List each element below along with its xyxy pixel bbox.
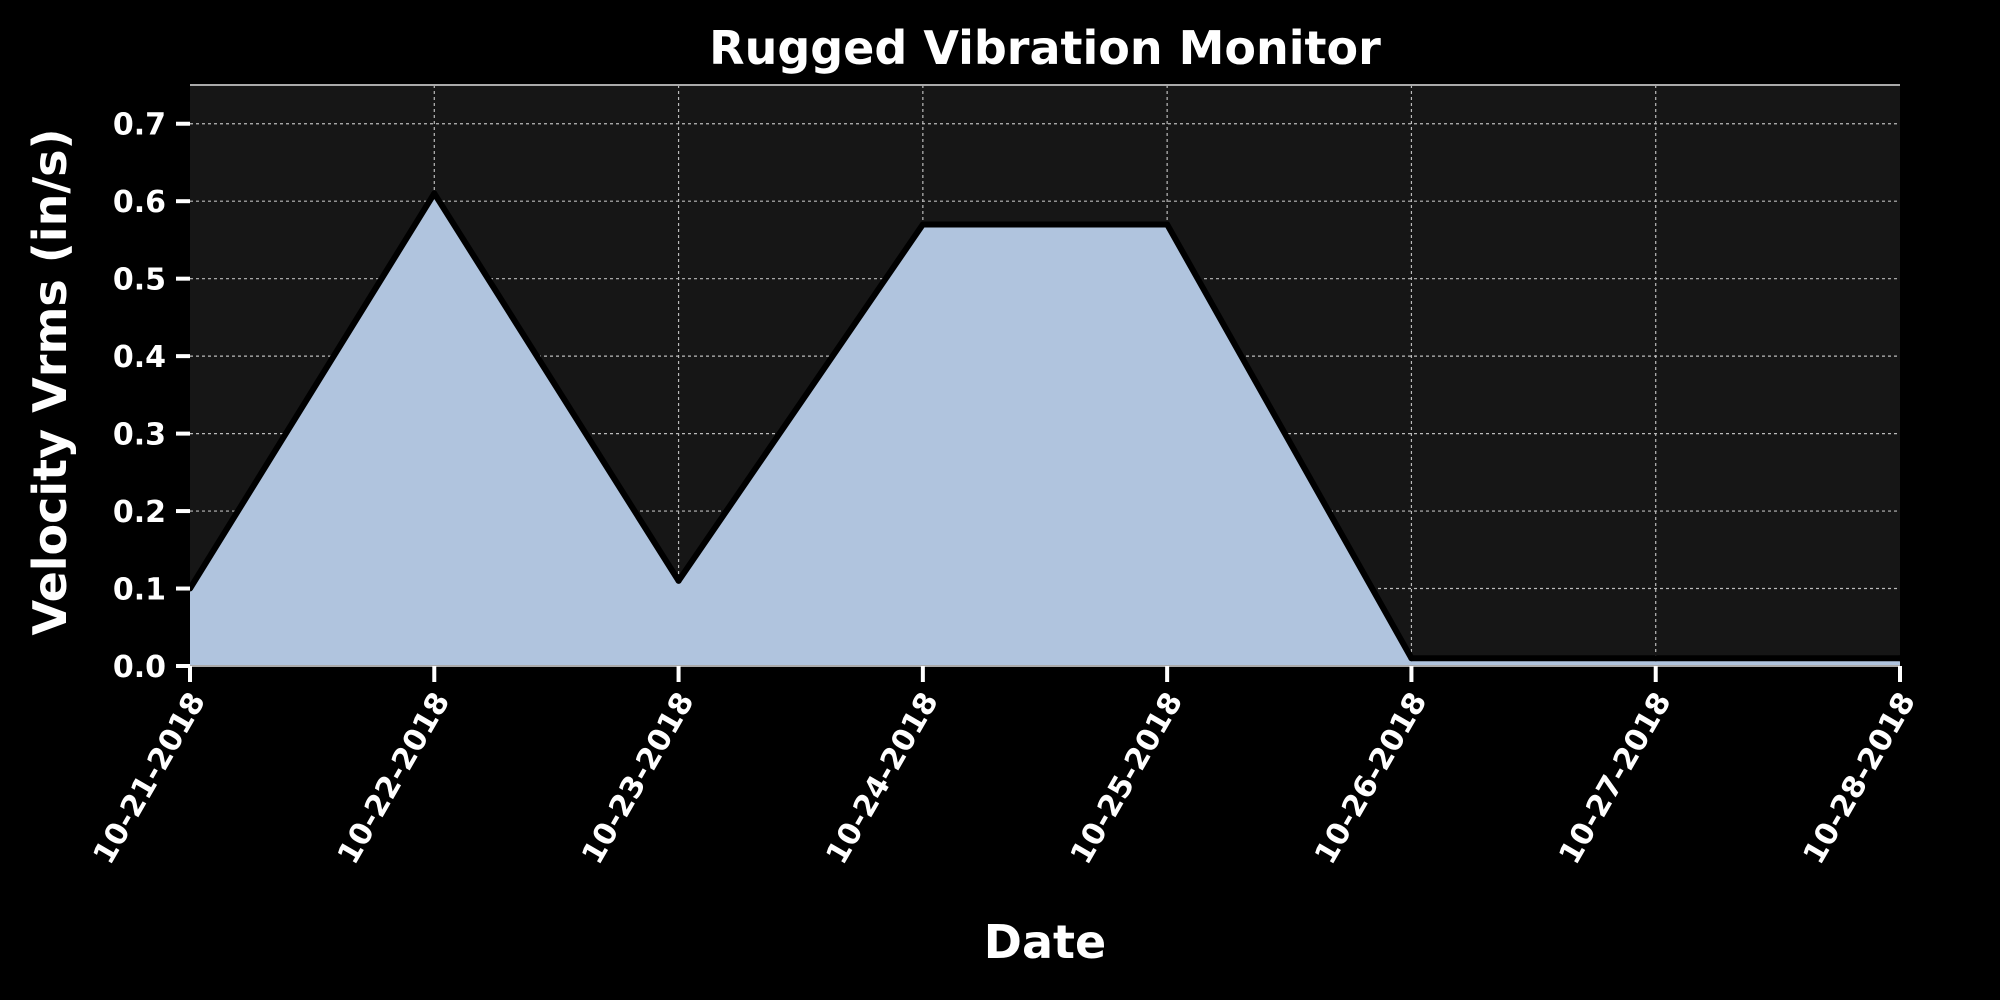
x-axis-label: Date xyxy=(984,915,1106,969)
area-fill xyxy=(190,193,1900,666)
data-point xyxy=(1164,221,1171,228)
y-axis: 0.0 0.1 0.2 0.3 0.4 0.5 0.6 0.7 xyxy=(113,108,190,685)
series-line xyxy=(187,190,1900,662)
y-tick-label: 0.0 xyxy=(113,650,166,685)
y-axis-label: Velocity Vrms (in/s) xyxy=(23,128,77,635)
y-tick-label: 0.2 xyxy=(113,495,166,530)
data-point xyxy=(1652,655,1659,662)
data-points xyxy=(187,190,1903,662)
y-tick-label: 0.6 xyxy=(113,185,166,220)
data-point xyxy=(675,577,682,584)
chart-title: Rugged Vibration Monitor xyxy=(709,21,1381,75)
y-tick-label: 0.5 xyxy=(113,263,166,298)
data-point xyxy=(1897,655,1903,662)
y-tick-label: 0.7 xyxy=(113,108,166,143)
data-point xyxy=(919,221,926,228)
y-tick-label: 0.4 xyxy=(113,340,166,375)
y-tick-label: 0.1 xyxy=(113,573,166,608)
data-point xyxy=(431,190,438,197)
data-point xyxy=(1408,655,1415,662)
y-tick-label: 0.3 xyxy=(113,418,166,453)
